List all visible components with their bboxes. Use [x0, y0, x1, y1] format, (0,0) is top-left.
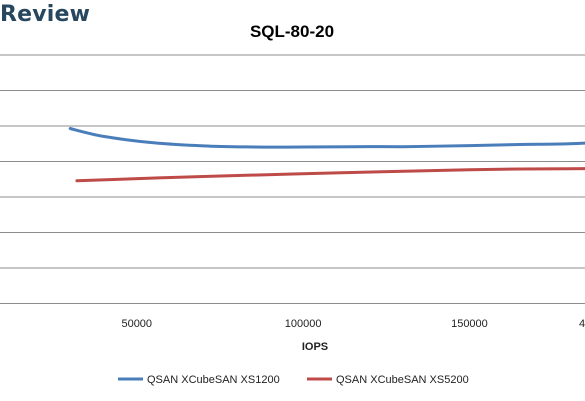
- series-line-1: [68, 127, 585, 149]
- brand-logo-text: Review: [0, 2, 91, 27]
- plot-area: [68, 127, 585, 183]
- legend-item-1[interactable]: QSAN XCubeSAN XS1200: [118, 374, 280, 386]
- x-tick-label: 4: [579, 318, 585, 330]
- x-axis-label: IOPS: [302, 341, 328, 353]
- x-tick-label: 50000: [121, 318, 152, 330]
- x-tick-label: 150000: [451, 318, 488, 330]
- legend[interactable]: QSAN XCubeSAN XS1200 QSAN XCubeSAN XS5200: [118, 374, 469, 386]
- legend-label: QSAN XCubeSAN XS5200: [336, 374, 469, 386]
- chart-title: SQL-80-20: [250, 22, 334, 41]
- grid-lines: [0, 54, 585, 304]
- series-line-2: [75, 167, 585, 183]
- x-axis-ticks: 5000010000015000020000025000030000035000…: [121, 318, 585, 330]
- legend-item-2[interactable]: QSAN XCubeSAN XS5200: [307, 374, 469, 386]
- x-tick-label: 100000: [285, 318, 322, 330]
- legend-label: QSAN XCubeSAN XS1200: [147, 374, 280, 386]
